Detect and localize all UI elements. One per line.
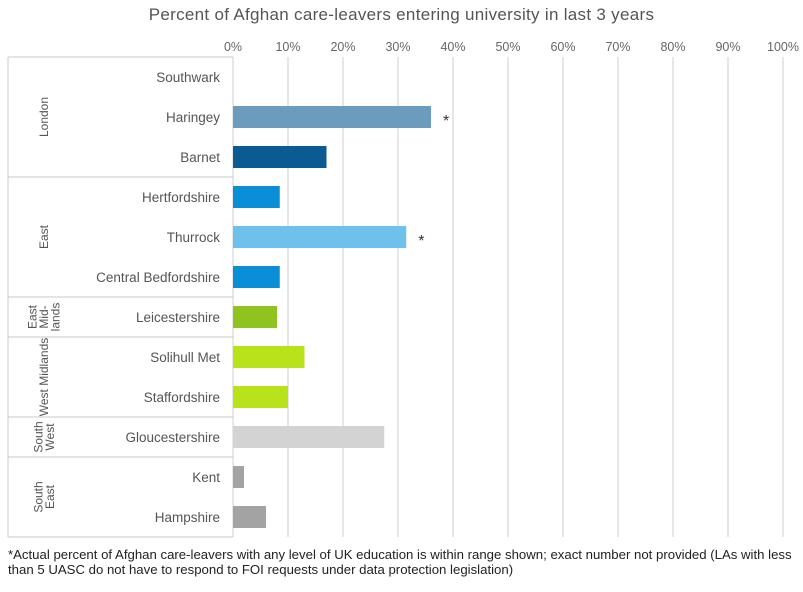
- bar-marker: *: [418, 233, 424, 250]
- bar: [233, 346, 305, 368]
- bar: [233, 386, 288, 408]
- category-label: Staffordshire: [144, 390, 220, 405]
- category-labels: Southwark Haringey Barnet Hertfordshire Thur…: [96, 70, 220, 525]
- region-groups: London East EastMid-lands West Midlands Sout…: [26, 97, 63, 513]
- bar: [233, 106, 431, 128]
- gridlines: [232, 57, 784, 537]
- x-tick-label: 10%: [275, 40, 300, 54]
- group-label: West Midlands: [37, 338, 51, 416]
- category-label: Central Bedfordshire: [96, 270, 220, 285]
- x-axis-ticks: 0% 10% 20% 30% 40% 50% 60% 70% 80% 90% 100%: [224, 40, 799, 54]
- bar: [233, 146, 327, 168]
- group-label: SouthEast: [31, 481, 57, 512]
- footnote: *Actual percent of Afghan care-leavers w…: [8, 547, 792, 577]
- category-label: Barnet: [180, 150, 220, 165]
- bar-markers: **: [418, 113, 449, 250]
- category-label: Southwark: [156, 70, 220, 85]
- group-label: EastMid-lands: [26, 303, 63, 332]
- x-tick-label: 80%: [660, 40, 685, 54]
- x-tick-label: 90%: [715, 40, 740, 54]
- x-tick-label: 60%: [550, 40, 575, 54]
- group-label: SouthWest: [31, 421, 57, 452]
- category-label: Hertfordshire: [142, 190, 220, 205]
- bar: [233, 506, 266, 528]
- bar: [233, 186, 280, 208]
- category-label: Solihull Met: [150, 350, 220, 365]
- category-label: Kent: [192, 470, 220, 485]
- group-label: East: [37, 224, 51, 249]
- category-label: Thurrock: [167, 230, 221, 245]
- chart-title: Percent of Afghan care-leavers entering …: [148, 5, 655, 24]
- category-label: Leicestershire: [136, 310, 220, 325]
- x-tick-label: 50%: [495, 40, 520, 54]
- bar-chart: 0% 10% 20% 30% 40% 50% 60% 70% 80% 90% 100% London…: [7, 40, 799, 538]
- x-tick-label: 40%: [440, 40, 465, 54]
- category-label: Gloucestershire: [125, 430, 220, 445]
- bar: [233, 226, 407, 248]
- category-label: Hampshire: [155, 510, 220, 525]
- chart-frame: [7, 56, 233, 538]
- x-tick-label: 0%: [224, 40, 242, 54]
- bar: [233, 466, 244, 488]
- bar: [233, 426, 385, 448]
- bar-marker: *: [443, 113, 449, 130]
- x-tick-label: 100%: [767, 40, 799, 54]
- x-tick-label: 30%: [385, 40, 410, 54]
- bar: [233, 306, 277, 328]
- group-label: London: [37, 97, 51, 137]
- x-tick-label: 70%: [605, 40, 630, 54]
- bars: [233, 106, 431, 528]
- bar: [233, 266, 280, 288]
- category-label: Haringey: [166, 110, 220, 125]
- x-tick-label: 20%: [330, 40, 355, 54]
